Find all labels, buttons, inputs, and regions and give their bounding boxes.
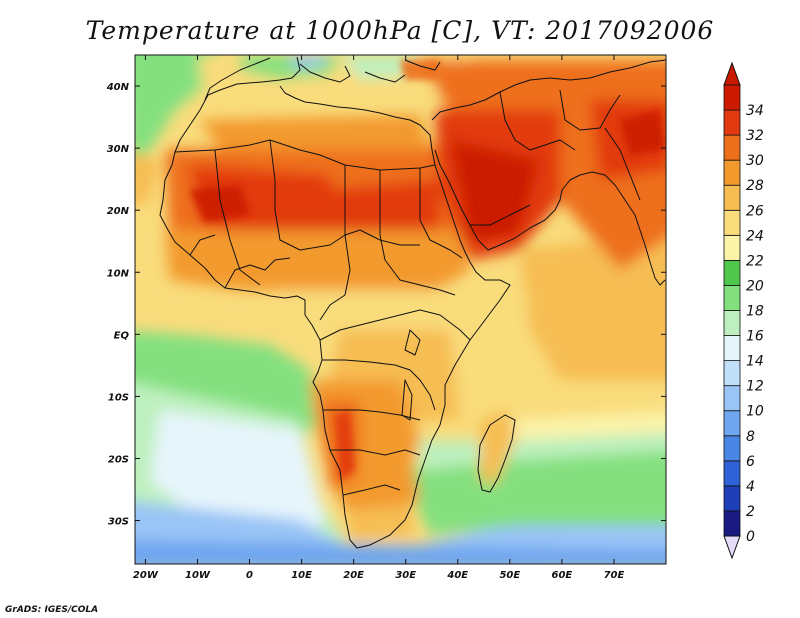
colorbar-label: 22 [746,253,764,269]
lon-tick-label: 40E [446,570,468,581]
colorbar-segment [723,435,741,462]
colorbar-label: 18 [746,304,764,320]
colorbar-segment [723,310,741,336]
colorbar-label: 12 [746,379,764,395]
colorbar-label: 32 [746,128,764,144]
lat-tick-label: 10S [108,392,129,403]
coastline-borders [159,56,666,549]
colorbar-segment [723,159,741,186]
lat-tick-label: 20N [107,206,130,217]
colorbar-label: 20 [746,278,764,294]
colorbar-segment [723,184,741,211]
colorbar-segment [723,410,741,437]
lon-tick-label: 0 [246,570,253,581]
colorbar-label: 14 [746,354,764,370]
colorbar-label: 34 [746,103,764,119]
colorbar-segment [723,385,741,412]
colorbar-segment [723,285,741,311]
colorbar-label: 26 [746,203,764,219]
colorbar-segment [723,510,741,537]
lon-tick-label: 50E [499,570,520,581]
colorbar-label: 24 [746,228,764,244]
lon-tick-label: 20E [343,570,364,581]
colorbar-label: 28 [746,178,764,194]
lat-tick-label: 30N [107,144,130,155]
plot-title: Temperature at 1000hPa [C], VT: 20170920… [85,16,715,45]
lat-tick-label: 40N [106,82,130,93]
lat-tick-label: 30S [108,517,129,528]
colorbar-segment [723,259,741,286]
temperature-field [135,55,666,564]
colorbar-segment [723,335,741,362]
colorbar-under-triangle [723,535,741,560]
lon-tick-label: 20W [133,570,159,581]
colorbar-label: 2 [746,504,755,520]
colorbar-label: 4 [746,479,755,495]
plot-frame [134,54,667,565]
lon-tick-label: 10E [291,570,312,581]
colorbar-segment [723,234,741,261]
colorbar-label: 16 [746,329,764,345]
colorbar-segment [723,134,741,161]
colorbar-segment [723,460,741,487]
colorbar-over-triangle [723,61,741,86]
lat-tick-label: 10N [107,268,130,279]
colorbar-label: 6 [746,454,755,470]
lon-tick-label: 70E [604,570,625,581]
colorbar-segment [723,84,741,111]
lon-tick-label: 30E [395,570,416,581]
lon-tick-label: 60E [552,570,573,581]
colorbar-label: 30 [746,153,764,169]
colorbar-segment [723,209,741,236]
credit-text: GrADS: IGES/COLA [5,605,99,615]
latitude-axis: 40N 30N 20N 10N EQ 10S 20S 30S [106,82,666,528]
lon-tick-label: 10W [185,570,211,581]
colorbar-label: 10 [746,404,764,420]
colorbar-segment [723,360,741,387]
lat-tick-label: EQ [114,330,130,341]
colorbar-segment [723,109,741,136]
colorbar-segment [723,485,741,512]
longitude-axis: 20W 10W 0 10E 20E 30E 40E 50E 60E 70E [133,55,625,581]
colorbar-label: 0 [746,529,755,545]
colorbar-label: 8 [746,429,755,445]
lat-tick-label: 20S [108,454,129,465]
